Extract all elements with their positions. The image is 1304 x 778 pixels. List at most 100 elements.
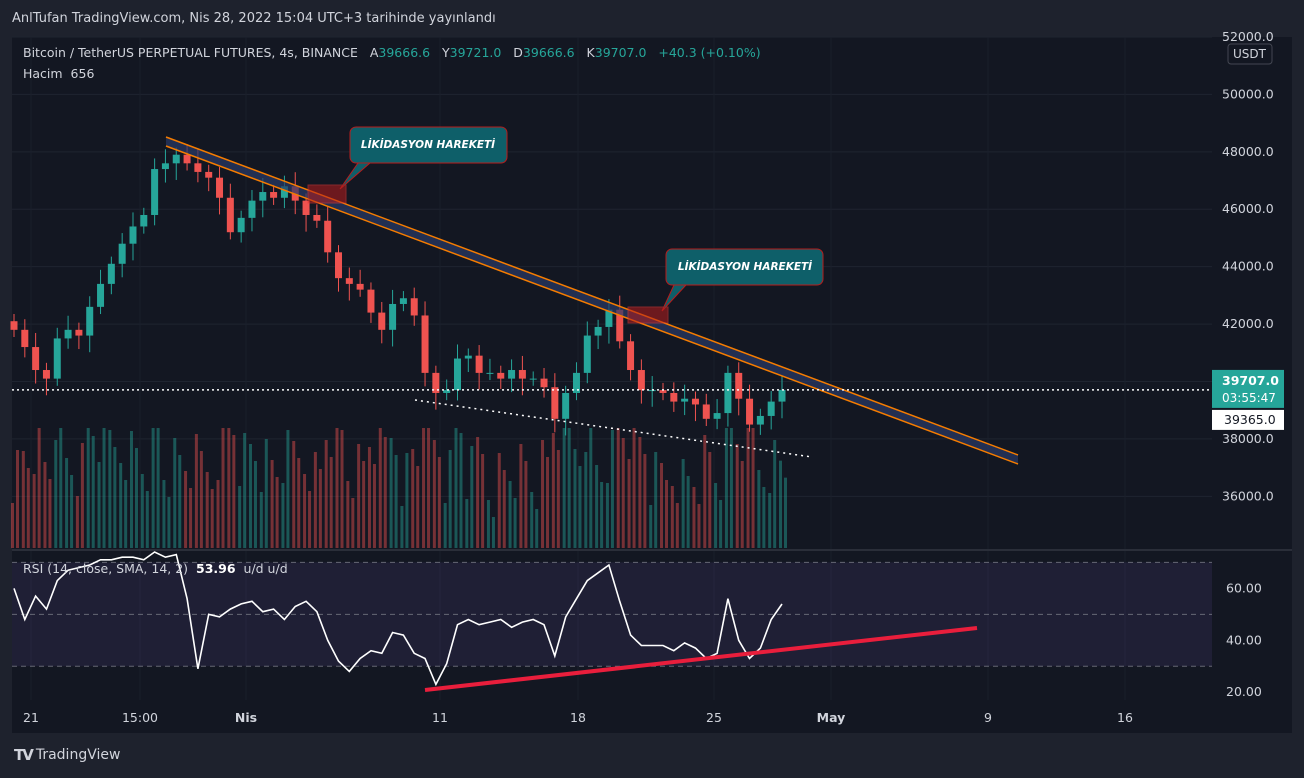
support-dotted-line [414,399,813,458]
volume-bar [97,462,101,548]
volume-bar [199,451,203,548]
volume-bar [530,492,534,548]
volume-bar [660,463,664,548]
volume-bar [600,482,604,548]
candle-body [497,372,505,379]
volume-bar [145,491,149,548]
candle-body [443,390,451,393]
candle-body [194,163,202,172]
close-label: K [586,45,595,60]
volume-bar [470,446,474,548]
volume-bar [151,428,155,548]
price-tick-label: 48000.0 [1222,144,1274,159]
candle-body [724,372,732,414]
brand-name: TradingView [35,747,121,763]
volume-bar [372,464,376,548]
price-axis[interactable] [1212,37,1292,700]
tradingview-logo[interactable]: 𝗧𝗩 TradingView [14,746,120,764]
volume-bar [48,479,52,548]
candle-body [778,389,786,402]
volume-bar [432,440,436,548]
volume-bar [173,438,177,548]
candle-body [399,298,407,304]
volume-bar [740,461,744,548]
volume-bar [134,448,138,548]
volume-bar [286,430,290,548]
candle-body [389,303,397,330]
tv-logo-icon: 𝗧𝗩 [14,746,34,764]
symbol-legend: Bitcoin / TetherUS PERPETUAL FUTURES, 4s… [23,45,761,60]
time-tick-label: 25 [706,710,722,725]
candle-body [378,312,386,330]
time-axis[interactable] [12,700,1292,733]
volume-bar [70,475,74,548]
time-tick-label: Nis [235,710,257,725]
volume-bar [735,444,739,548]
price-tick-label: 52000.0 [1222,29,1274,44]
volume-bar [627,459,631,548]
volume-bar [75,496,79,548]
callout-pointer [661,284,688,312]
volume-bar [422,428,426,548]
high-label: Y [442,45,450,60]
volume-bar [275,477,279,548]
candle-body [691,398,699,405]
volume-bar [681,459,685,548]
candle-body [335,252,343,279]
price-tick-label: 42000.0 [1222,316,1274,331]
volume-bar [556,450,560,548]
candle-body [32,347,40,371]
time-tick-label: 11 [432,710,448,725]
volume-bar [308,491,312,548]
volume-bar [589,428,593,548]
volume-bar [416,466,420,548]
liquidation-zone [627,306,669,324]
volume-bar [605,483,609,548]
volume-bar [189,488,193,548]
volume-bar [232,435,236,548]
volume-bar [313,452,317,548]
volume-bar [502,470,506,548]
candle-body [161,163,169,170]
candle-body [151,169,159,215]
candle-body [659,390,667,393]
callout-box [665,248,824,286]
volume-bar [649,505,653,548]
candle-body [464,355,472,359]
volume-bar [91,436,95,548]
chart-panel[interactable] [12,37,1212,700]
volume-bar [11,503,14,548]
candle-body [345,278,353,284]
volume-bar [129,431,133,548]
price-tick-label: 50000.0 [1222,86,1274,101]
candle-body [183,154,191,164]
rsi-line [13,551,783,687]
volume-bar [692,487,696,548]
volume-bar [178,455,182,548]
volume-bar [459,433,463,548]
time-tick-label: 9 [984,710,992,725]
volume-bar [697,504,701,548]
volume-bar [757,470,761,548]
candle-body [616,309,624,342]
candle-body [756,415,764,425]
volume-bar [719,500,723,548]
volume-bar [16,450,19,548]
rsi-support-line [424,626,978,692]
callout-text: LİKİDASYON HAREKETİ [361,137,495,151]
candle-body [453,358,461,391]
volume-bar [357,444,361,548]
volume-bar [546,457,550,548]
volume-bar [405,453,409,548]
channel-fill [166,137,1018,464]
time-tick-label: May [817,710,846,725]
volume-bar [346,481,350,548]
volume-bar [281,483,285,548]
candle-body [97,283,105,307]
volume-bar [762,487,766,548]
volume-bar [297,458,301,548]
candle-body [107,263,115,284]
volume-bar [253,461,257,548]
callout-text: LİKİDASYON HAREKETİ [678,259,812,273]
